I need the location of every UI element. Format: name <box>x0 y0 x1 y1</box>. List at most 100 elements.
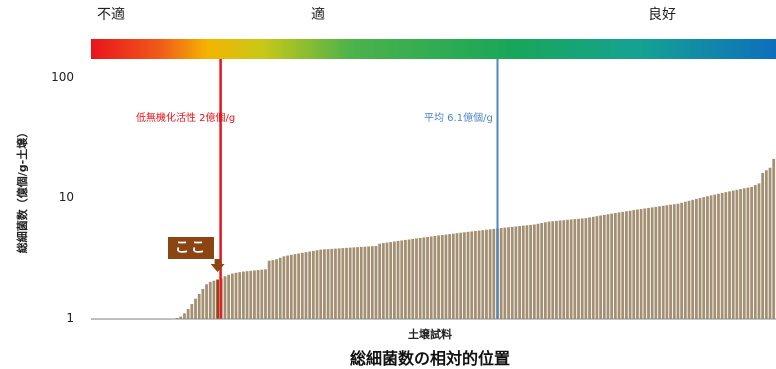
bar <box>739 189 742 319</box>
bar <box>448 234 452 319</box>
bar <box>735 189 739 319</box>
bar <box>650 207 654 319</box>
bar <box>415 238 418 319</box>
band-label-suitable: 適 <box>311 7 325 23</box>
bar <box>264 269 267 319</box>
bar <box>606 214 610 319</box>
bar <box>555 220 558 319</box>
bar <box>289 254 293 319</box>
bar <box>241 271 245 319</box>
bar <box>411 238 415 319</box>
bar <box>562 220 566 319</box>
bar <box>407 239 411 319</box>
bar <box>455 233 459 319</box>
bar <box>746 187 750 319</box>
bar <box>212 280 216 319</box>
bar <box>617 212 621 319</box>
bar <box>253 270 256 319</box>
bar <box>547 221 551 319</box>
bar <box>389 242 393 319</box>
bar <box>588 217 591 319</box>
bar <box>610 213 614 319</box>
bar <box>466 231 470 319</box>
bar <box>691 199 695 319</box>
bar <box>672 204 676 319</box>
bar <box>330 248 334 319</box>
bar <box>400 240 404 319</box>
bar <box>488 229 492 319</box>
average-annotation: 平均 6.1億個/g <box>424 113 493 124</box>
bar <box>451 233 455 319</box>
bar <box>507 227 510 319</box>
bar <box>485 229 488 319</box>
suitability-gradient-bar <box>91 39 776 59</box>
bar <box>418 237 422 319</box>
x-axis-label: 土壌試料 <box>408 328 452 341</box>
bar <box>636 209 639 319</box>
bar <box>426 236 429 319</box>
bar <box>706 196 709 319</box>
bar <box>249 270 253 319</box>
bar <box>271 260 275 319</box>
bar <box>764 170 768 319</box>
bar <box>551 221 555 319</box>
bar <box>341 248 345 319</box>
bar <box>323 249 326 319</box>
bar <box>378 243 382 319</box>
y-tick-label: 1 <box>66 311 74 325</box>
bar <box>621 211 625 319</box>
bar <box>639 208 643 319</box>
bar <box>680 202 684 319</box>
bar <box>385 242 389 319</box>
bar <box>717 193 720 319</box>
bar <box>728 191 731 319</box>
bar <box>724 192 728 319</box>
bar <box>197 293 201 319</box>
bar <box>440 235 444 319</box>
bar <box>359 246 363 319</box>
bar <box>194 298 197 319</box>
bar <box>348 247 352 319</box>
bar <box>613 213 617 319</box>
bar <box>713 194 717 319</box>
bar <box>356 247 359 319</box>
bar <box>308 251 312 319</box>
bar <box>702 197 706 319</box>
bar <box>569 219 573 319</box>
bar <box>470 231 474 319</box>
y-tick-label: 100 <box>51 70 74 84</box>
bar <box>683 201 687 319</box>
bar <box>370 246 374 319</box>
bar <box>643 208 647 319</box>
bar <box>654 206 658 319</box>
bar <box>381 243 385 319</box>
bar <box>510 226 514 319</box>
bar <box>444 234 448 319</box>
bar <box>768 167 772 319</box>
bar <box>392 241 396 319</box>
bar <box>543 222 547 319</box>
bar <box>275 259 278 319</box>
bar <box>230 273 234 319</box>
y-tick-label: 10 <box>58 190 74 204</box>
bar <box>286 255 289 319</box>
bar <box>260 269 264 319</box>
bar <box>396 240 400 319</box>
bar <box>661 205 665 319</box>
bar <box>352 247 356 319</box>
bar <box>602 214 606 319</box>
bar <box>474 230 477 319</box>
bar-highlighted <box>216 279 219 319</box>
bar <box>477 230 481 319</box>
bar <box>503 227 507 319</box>
bar <box>665 205 669 319</box>
bar <box>337 248 341 319</box>
bar <box>345 247 348 319</box>
bar <box>566 219 569 319</box>
bar <box>647 207 650 319</box>
band-label-good: 良好 <box>648 7 676 23</box>
bars <box>91 158 776 320</box>
bar <box>208 281 212 319</box>
y-axis-label: 総細菌数（億個/g-土壌） <box>16 126 29 254</box>
bar <box>422 237 426 319</box>
